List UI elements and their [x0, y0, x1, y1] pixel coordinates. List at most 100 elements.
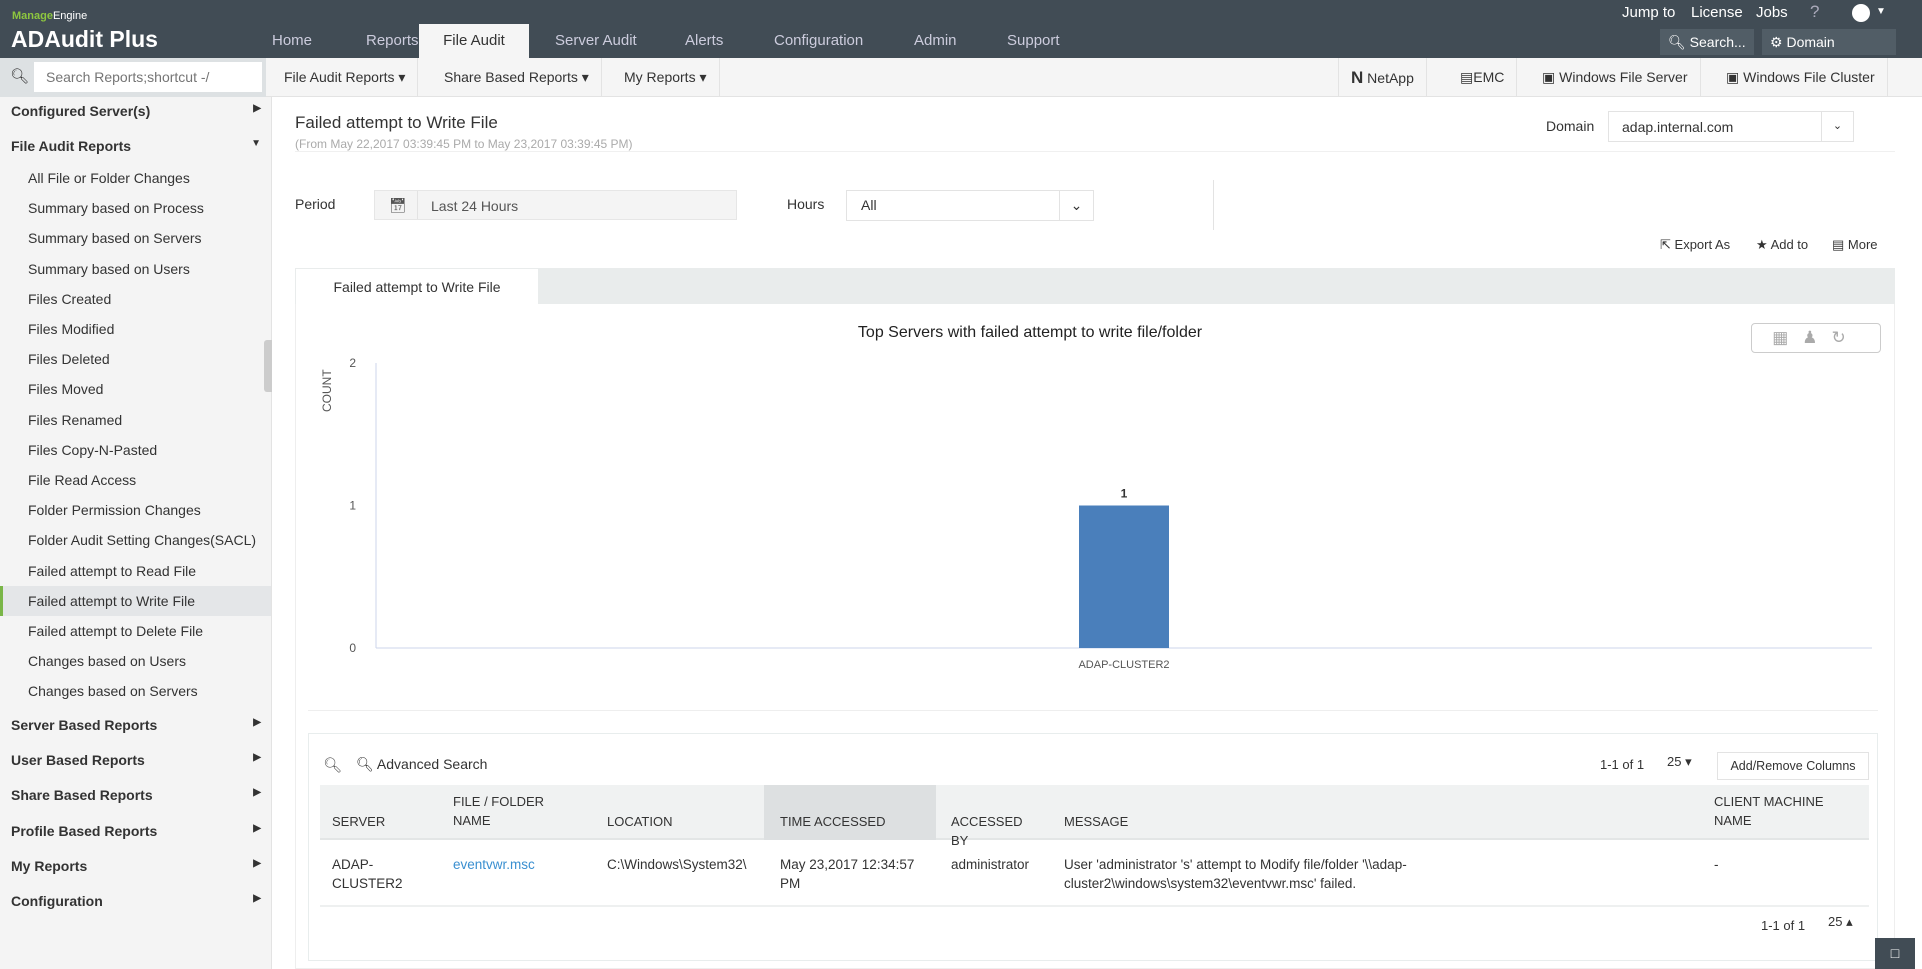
license-link[interactable]: License: [1691, 4, 1743, 21]
column-header-time-accessed[interactable]: TIME ACCESSED: [780, 814, 886, 829]
sidebar-item[interactable]: Files Modified: [28, 321, 115, 337]
tab-configuration[interactable]: Configuration: [774, 32, 864, 49]
sidebar-configured-servers[interactable]: Configured Server(s) ▶: [11, 103, 261, 119]
chart-tools: ▦♟↻: [1751, 323, 1881, 353]
column-header-client-machine-name[interactable]: CLIENT MACHINE NAME: [1714, 794, 1824, 828]
server-icon: ▣: [1542, 69, 1556, 85]
sidebar-item[interactable]: Changes based on Users: [28, 653, 186, 670]
chart-title: Top Servers with failed attempt to write…: [857, 324, 1203, 341]
table-cell: -: [1714, 857, 1719, 872]
sidebar-item[interactable]: Folder Permission Changes: [28, 502, 201, 519]
tab-home[interactable]: Home: [272, 32, 313, 49]
sidebar-item[interactable]: All File or Folder Changes: [28, 170, 190, 186]
column-header-accessed-by[interactable]: ACCESSED BY: [951, 814, 1023, 848]
export-as-button[interactable]: ⇱ Export As: [1660, 237, 1731, 252]
advanced-search-icon: 🔍︎: [356, 756, 374, 772]
tab-server-audit[interactable]: Server Audit: [555, 32, 637, 49]
windows-file-server-button[interactable]: ▣ Windows File Server: [1530, 58, 1701, 97]
sidebar-group[interactable]: Server Based Reports ▶: [11, 717, 261, 733]
jobs-link[interactable]: Jobs: [1756, 4, 1788, 21]
user-icon[interactable]: ♟: [1802, 328, 1832, 347]
period-select[interactable]: 📅︎ Last 24 Hours: [374, 190, 737, 220]
star-icon: ★: [1756, 237, 1768, 252]
sidebar-item[interactable]: Failed attempt to Write File: [0, 585, 271, 616]
file-audit-reports-menu[interactable]: File Audit Reports ▾: [272, 58, 419, 97]
sidebar-collapse-handle[interactable]: [264, 340, 272, 392]
share-based-reports-menu[interactable]: Share Based Reports ▾: [432, 58, 602, 97]
domain-settings-button[interactable]: ⚙︎ Domain Settings: [1762, 29, 1896, 76]
tab-support[interactable]: Support: [1007, 32, 1060, 49]
tab-alerts[interactable]: Alerts: [685, 32, 724, 49]
chat-icon[interactable]: □: [1875, 938, 1915, 969]
sidebar-group[interactable]: My Reports ▶: [11, 857, 261, 874]
pagination-info: 1-1 of 1: [1600, 757, 1645, 772]
more-icon: ▤: [1832, 237, 1845, 252]
page-size-select[interactable]: 25 ▾: [1667, 754, 1692, 769]
data-label: 1: [1121, 487, 1128, 501]
global-search-button[interactable]: 🔍︎ Search...: [1660, 29, 1754, 55]
sidebar-item[interactable]: Failed attempt to Delete File: [28, 623, 204, 639]
user-avatar-icon[interactable]: [1852, 4, 1870, 22]
sidebar-item[interactable]: Files Deleted: [28, 351, 110, 368]
chart-refresh-icon[interactable]: ↻: [1831, 328, 1860, 347]
more-button[interactable]: ▤ More: [1832, 237, 1878, 252]
sidebar-group[interactable]: Configuration ▶: [11, 893, 261, 909]
sidebar-item[interactable]: File Read Access: [28, 472, 137, 488]
windows-file-cluster-button[interactable]: ▣ Windows File Cluster: [1714, 58, 1888, 97]
advanced-search-button[interactable]: 🔍︎ Advanced Search: [356, 756, 488, 772]
my-reports-menu[interactable]: My Reports ▾: [612, 58, 720, 97]
column-header-server[interactable]: SERVER: [332, 814, 386, 829]
top-header: ManageEngine ADAudit Plus Home Reports F…: [0, 0, 1922, 76]
sidebar-item[interactable]: Files Copy-N-Pasted: [28, 441, 158, 458]
tab-admin[interactable]: Admin: [914, 32, 957, 49]
sidebar-group[interactable]: Profile Based Reports ▶: [11, 822, 261, 839]
sidebar-item[interactable]: Summary based on Process: [28, 200, 204, 217]
domain-select[interactable]: adap.internal.com ⌄: [1608, 111, 1854, 142]
hours-label: Hours: [787, 196, 825, 212]
add-remove-columns-button[interactable]: Add/Remove Columns: [1717, 752, 1869, 780]
sub-nav: 🔍︎ File Audit Reports ▾ Share Based Repo…: [0, 58, 1922, 97]
chevron-down-icon[interactable]: ▼: [1876, 6, 1886, 17]
bar-chart: 0 1 2 1 ADAP-CLUSTER2: [349, 356, 1872, 671]
add-to-button[interactable]: ★ Add to: [1756, 237, 1809, 252]
sidebar-item[interactable]: Failed attempt to Read File: [28, 562, 197, 579]
tab-reports[interactable]: Reports: [366, 32, 419, 49]
column-header-message[interactable]: MESSAGE: [1064, 814, 1129, 829]
sidebar-group[interactable]: User Based Reports ▶: [11, 752, 261, 769]
file-link[interactable]: eventvwr.msc: [453, 857, 535, 872]
sidebar-file-audit-reports[interactable]: File Audit Reports ▼: [11, 138, 261, 154]
sidebar-item[interactable]: Summary based on Users: [28, 260, 190, 277]
chart-add-icon[interactable]: ▦: [1772, 328, 1803, 347]
help-icon[interactable]: ?: [1810, 2, 1820, 21]
page-size-select-bottom[interactable]: 25 ▴: [1828, 914, 1853, 929]
y-tick-label: 2: [349, 356, 356, 370]
product-logo: ADAudit Plus: [11, 26, 158, 52]
sidebar-item[interactable]: Summary based on Servers: [28, 230, 202, 247]
cluster-icon: ▣: [1726, 69, 1740, 85]
netapp-icon: N: [1351, 68, 1364, 87]
sidebar-item[interactable]: Files Moved: [28, 381, 104, 398]
table-cell: May 23,2017 12:34:57 PM: [780, 857, 915, 891]
sidebar: Configured Server(s) ▶ File Audit Reports ▼…: [0, 97, 272, 969]
pagination-info-bottom: 1-1 of 1: [1761, 918, 1806, 933]
table-cell: administrator: [951, 857, 1030, 872]
report-search-input[interactable]: [34, 62, 262, 92]
emc-button[interactable]: ▤EMC: [1448, 58, 1518, 97]
tab-file-audit[interactable]: File Audit: [419, 24, 529, 58]
chevron-down-icon: ⌄: [1821, 112, 1853, 141]
quick-search-icon[interactable]: 🔍︎: [323, 757, 343, 774]
sidebar-item[interactable]: Changes based on Servers: [28, 683, 198, 700]
sidebar-group[interactable]: Share Based Reports ▶: [11, 787, 261, 804]
calendar-icon: 📅︎: [389, 197, 407, 213]
caret-right-icon: ▶: [253, 857, 261, 869]
x-tick-label: ADAP-CLUSTER2: [1078, 659, 1169, 671]
sidebar-item[interactable]: Files Renamed: [28, 411, 123, 428]
column-header-location[interactable]: LOCATION: [607, 814, 673, 829]
sidebar-item[interactable]: Folder Audit Setting Changes(SACL): [28, 532, 257, 549]
hours-select[interactable]: All ⌄: [846, 190, 1094, 221]
netapp-button[interactable]: N NetApp: [1338, 58, 1427, 97]
column-header-file-folder-name[interactable]: FILE / FOLDER NAME: [453, 794, 545, 828]
jump-to-link[interactable]: Jump to: [1622, 4, 1676, 21]
tab-failed-write-file[interactable]: Failed attempt to Write File: [296, 269, 538, 305]
sidebar-item[interactable]: Files Created: [28, 290, 112, 307]
